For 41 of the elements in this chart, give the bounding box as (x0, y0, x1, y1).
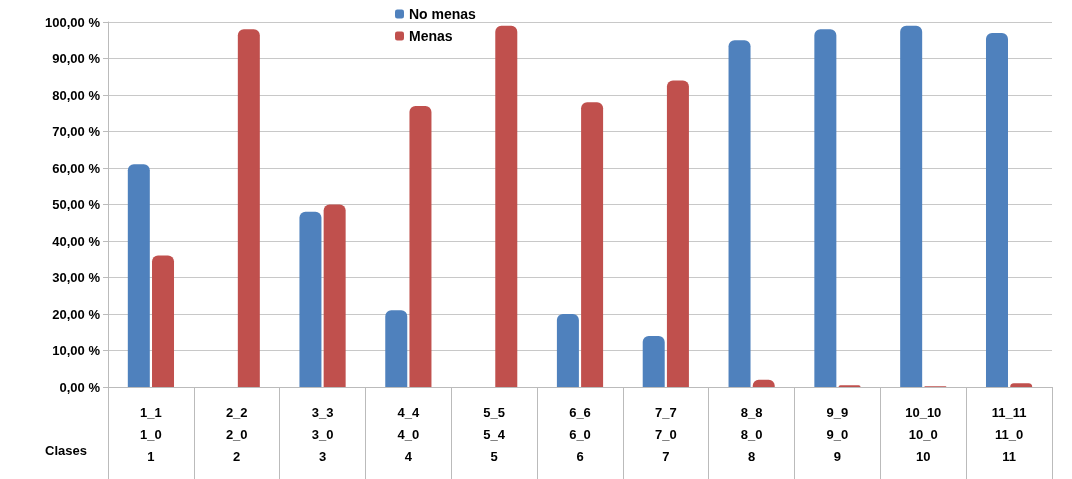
legend-label: Menas (409, 28, 453, 44)
x-tick-label: 9_9 9_0 9 (826, 404, 849, 464)
bar (127, 164, 150, 387)
bar (642, 335, 665, 387)
x-tick-label: 4_4 4_0 4 (397, 404, 420, 464)
y-tick-label: 70,00 % (52, 124, 101, 139)
legend-label: No menas (409, 6, 477, 22)
x-tick-label: 6_6 6_0 6 (569, 404, 591, 464)
x-tick-label: 10_10 10_0 10 (905, 404, 942, 464)
y-tick-label: 10,00 % (52, 343, 101, 358)
bar (409, 105, 432, 387)
bar (581, 102, 604, 387)
x-tick-label: 3_3 3_0 3 (311, 404, 334, 464)
y-tick-label: 100,00 % (45, 14, 101, 30)
x-tick-label: 5_5 5_4 5 (483, 404, 506, 464)
y-tick-label: 50,00 % (52, 197, 101, 212)
bar (814, 29, 837, 387)
bar (900, 25, 923, 387)
x-tick-label: 1_1 1_0 1 (140, 404, 162, 464)
bar (728, 40, 751, 387)
x-tick-label: 11_11 11_0 11 (991, 404, 1027, 464)
bar (495, 25, 518, 387)
bar (385, 310, 408, 387)
y-tick-label: 90,00 % (52, 51, 101, 66)
x-tick-label: 8_8 8_0 8 (740, 404, 763, 464)
x-tick-label: 7_7 7_0 7 (654, 404, 677, 464)
bar (237, 29, 260, 387)
bar (152, 255, 175, 387)
y-tick-label: 30,00 % (52, 270, 101, 285)
y-tick-label: 20,00 % (52, 306, 101, 322)
y-tick-label: 0,00 % (59, 379, 101, 395)
x-axis-title: Clases (45, 443, 87, 458)
bar (556, 314, 579, 387)
y-tick-label: 40,00 % (52, 233, 101, 249)
y-tick-label: 60,00 % (52, 160, 101, 176)
y-tick-label: 80,00 % (52, 87, 101, 103)
x-tick-label: 2_2 2_0 2 (225, 404, 248, 464)
bar (299, 211, 322, 387)
bar (666, 80, 689, 387)
bar (985, 32, 1008, 387)
bar (323, 204, 346, 387)
